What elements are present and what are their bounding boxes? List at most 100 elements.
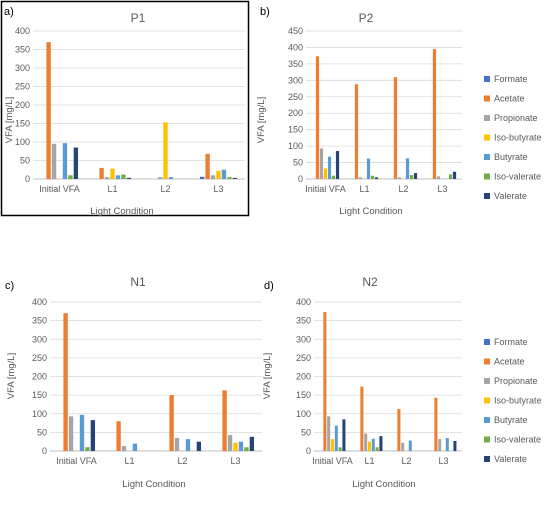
y-tick-label: 300 (32, 334, 47, 344)
bar-iso-valerate-l3 (448, 174, 453, 179)
panel-label: d) (264, 280, 274, 292)
legend-entry: Iso-butyrate (494, 133, 542, 143)
bar-butyrate-l1 (132, 443, 138, 451)
legend-swatch (484, 378, 490, 384)
bar-acetate-l2 (397, 408, 401, 451)
bar-acetate-l1 (360, 386, 364, 451)
bar-butyrate-l3 (221, 169, 227, 179)
y-tick-label: 150 (288, 125, 303, 135)
legend-swatch (484, 436, 490, 443)
y-tick-label: 200 (288, 108, 303, 118)
y-tick-label: 0 (306, 446, 311, 456)
bar-butyrate-l2 (168, 177, 174, 179)
bar-butyrate-initial-vfa (62, 143, 68, 179)
bar-iso-valerate-initial-vfa (68, 175, 73, 179)
bar-propionate-l2 (397, 177, 402, 179)
bar-butyrate-l1 (115, 175, 121, 179)
bar-iso-valerate-l2 (409, 175, 414, 179)
y-tick-label: 100 (15, 137, 30, 147)
chart-title: N1 (130, 275, 146, 289)
bar-iso-butyrate-initial-vfa (323, 168, 328, 179)
y-tick-label: 400 (32, 297, 47, 307)
legend-swatch (484, 193, 490, 199)
x-tick-label: L2 (177, 456, 187, 466)
chart-title: N2 (362, 275, 378, 289)
bar-acetate-l2 (169, 395, 174, 451)
bar-acetate-l3 (222, 390, 227, 451)
bar-propionate-l1 (364, 433, 368, 451)
panel-n1: c) N1 0 50 100 150 200 250 300 350 400 Initial VFA L… (5, 275, 262, 490)
bar-propionate-l2 (401, 442, 405, 451)
y-tick-label: 350 (15, 45, 30, 55)
bar-butyrate-initial-vfa (327, 156, 332, 179)
y-tick-label: 50 (37, 427, 47, 437)
y-axis-label: VFA [mg/L] (256, 97, 267, 143)
x-tick-label: L1 (107, 184, 117, 194)
legend-swatch (484, 173, 490, 180)
legend-entry: Valerate (494, 454, 527, 464)
x-axis-label: Light Condition (339, 206, 402, 217)
x-tick-label: Initial VFA (39, 184, 80, 194)
legend-swatch (484, 417, 490, 423)
bar-propionate-l2 (174, 437, 180, 451)
y-tick-label: 150 (296, 390, 311, 400)
y-tick-label: 100 (296, 409, 311, 419)
legend-entry: Formate (494, 337, 528, 347)
x-tick-label: Initial VFA (312, 456, 353, 466)
bar-valerate-l1 (126, 177, 132, 179)
bar-butyrate-l2 (185, 439, 191, 451)
bar-valerate-l1 (374, 177, 379, 179)
bar-butyrate-l1 (371, 438, 375, 451)
legend-swatch (484, 358, 490, 365)
bar-valerate-initial-vfa (335, 151, 340, 179)
y-tick-label: 400 (296, 297, 311, 307)
legend-entry: Butyrate (494, 152, 528, 162)
legend-swatch (484, 115, 490, 121)
y-tick-label: 50 (293, 158, 303, 168)
panel-p1: a) P1 0 50 100 150 200 250 300 350 400 Initial VFA L… (0, 0, 250, 217)
bar-acetate-initial-vfa (46, 42, 51, 179)
bar-iso-butyrate-l3 (216, 170, 221, 179)
legend-entry: Propionate (494, 113, 538, 123)
bar-iso-butyrate-l2 (163, 122, 168, 179)
y-tick-label: 100 (288, 141, 303, 151)
x-tick-label: L1 (124, 456, 134, 466)
x-tick-label: Initial VFA (56, 456, 97, 466)
y-tick-label: 150 (32, 390, 47, 400)
y-tick-label: 200 (15, 100, 30, 110)
panel-label: a) (4, 6, 14, 18)
y-tick-label: 200 (32, 372, 47, 382)
y-tick-label: 150 (15, 119, 30, 129)
bar-acetate-l1 (99, 167, 104, 179)
bar-propionate-l3 (210, 175, 216, 179)
y-tick-label: 250 (296, 353, 311, 363)
bar-acetate-l3 (205, 153, 210, 179)
x-axis-label: Light Condition (90, 206, 153, 217)
x-tick-label: Initial VFA (305, 184, 346, 194)
x-tick-label: L2 (401, 456, 411, 466)
bar-valerate-l3 (249, 436, 255, 451)
bar-acetate-initial-vfa (323, 312, 327, 451)
bar-valerate-l3 (452, 171, 457, 179)
bar-acetate-l1 (354, 84, 359, 179)
y-tick-label: 0 (42, 446, 47, 456)
legend: Formate Acetate Propionate Iso-butyrate Buty… (484, 74, 542, 201)
bar-propionate-l3 (438, 439, 442, 451)
bar-propionate-l2 (157, 177, 163, 179)
bar-propionate-initial-vfa (319, 148, 324, 179)
panel-n2: d) N2 0 50 100 150 200 250 300 350 400 Initial VFA L… (262, 275, 542, 490)
y-tick-label: 300 (296, 334, 311, 344)
bar-iso-butyrate-l1 (110, 168, 115, 179)
bar-iso-valerate-initial-vfa (338, 447, 342, 451)
y-tick-label: 350 (296, 316, 311, 326)
y-axis-label: VFA [mg/L] (4, 97, 15, 143)
y-tick-label: 400 (15, 26, 30, 36)
legend-entry: Formate (494, 74, 528, 84)
bar-acetate-initial-vfa (63, 313, 68, 451)
bar-valerate-initial-vfa (90, 420, 96, 451)
legend-entry: Valerate (494, 191, 527, 201)
selected-chart-frame (0, 0, 250, 217)
x-tick-label: L3 (230, 456, 240, 466)
y-tick-label: 250 (15, 82, 30, 92)
